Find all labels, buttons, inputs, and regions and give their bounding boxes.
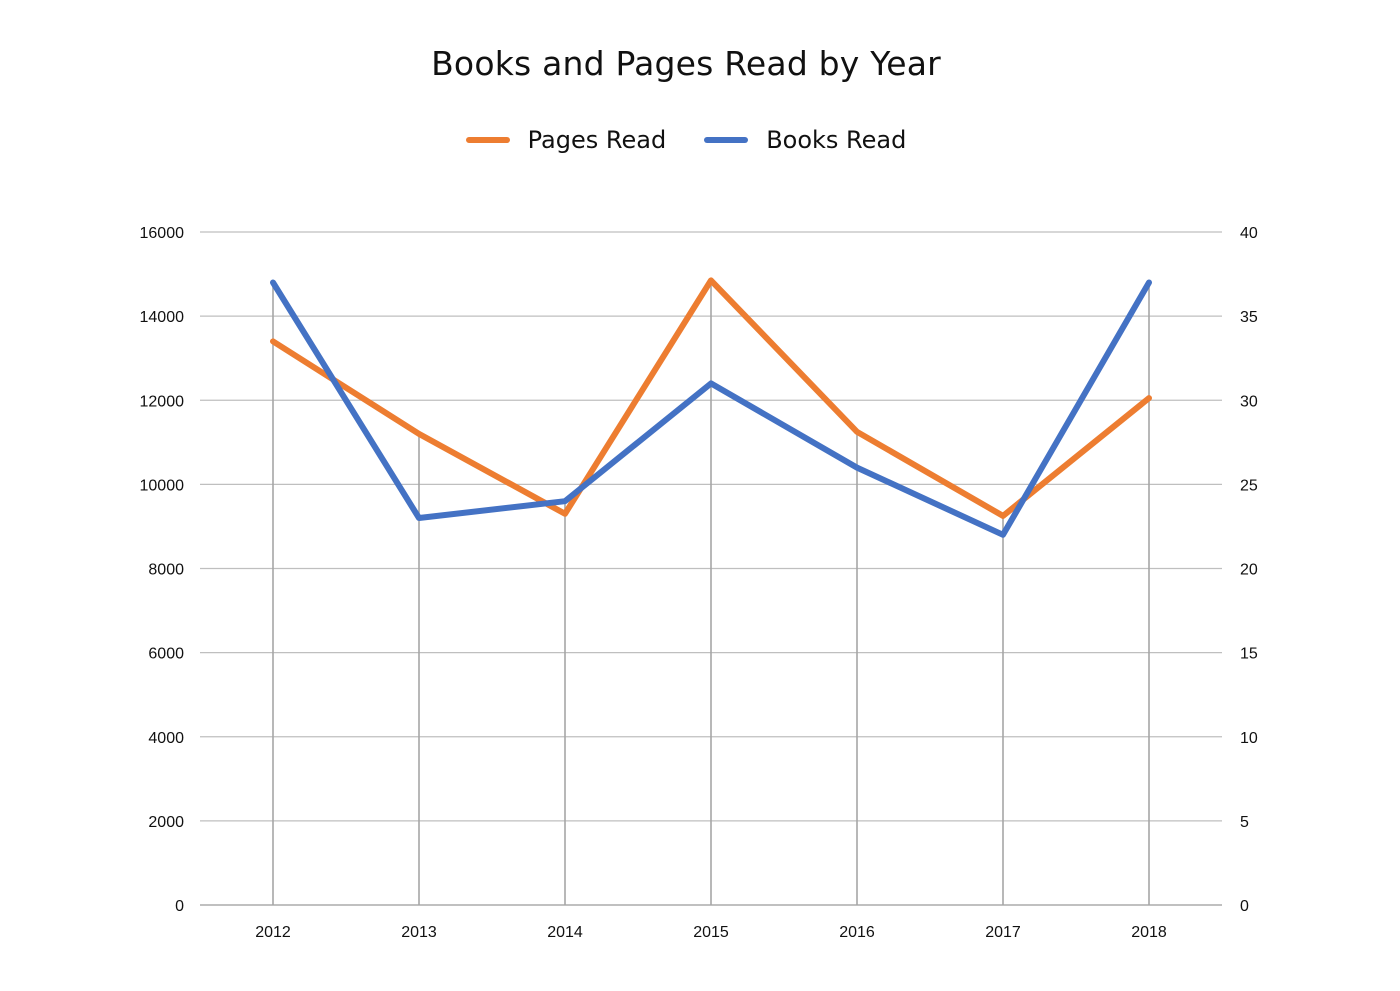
right-tick-label: 10 [1240,730,1258,747]
right-tick-label: 0 [1240,898,1249,915]
right-tick-label: 40 [1240,225,1258,242]
x-tick-label: 2016 [839,924,875,941]
left-tick-label: 12000 [140,393,185,410]
x-tick-label: 2014 [547,924,583,941]
legend-item-books-read: Books Read [704,126,906,154]
chart-title: Books and Pages Read by Year [431,44,941,83]
right-tick-label: 35 [1240,309,1258,326]
legend-item-pages-read: Pages Read [465,126,667,154]
left-tick-label: 2000 [148,814,184,831]
left-tick-label: 4000 [148,730,184,747]
left-tick-label: 0 [175,898,184,915]
left-tick-label: 8000 [148,562,184,579]
x-tick-label: 2013 [401,924,437,941]
x-tick-label: 2017 [985,924,1021,941]
x-axis: 2012 2013 2014 2015 2016 2017 2018 [255,924,1167,941]
right-tick-label: 5 [1240,814,1249,831]
right-tick-label: 25 [1240,477,1258,494]
x-tick-label: 2015 [693,924,729,941]
legend-label-books-read: Books Read [766,126,907,154]
right-tick-label: 15 [1240,646,1258,663]
left-tick-label: 16000 [140,225,185,242]
right-y-axis: 0 5 10 15 20 25 30 35 40 [1240,225,1258,915]
left-y-axis: 0 2000 4000 6000 8000 10000 12000 14000 16000 [140,225,185,915]
legend-swatch-books-read [704,137,749,143]
x-tick-label: 2012 [255,924,291,941]
right-tick-label: 20 [1240,562,1258,579]
left-tick-label: 14000 [140,309,185,326]
left-tick-label: 6000 [148,646,184,663]
series-lines [270,277,1152,538]
chart-legend: Pages Read Books Read [0,126,1372,154]
left-tick-label: 10000 [140,477,185,494]
drop-lines [272,280,1150,905]
legend-swatch-pages-read [465,137,510,143]
right-tick-label: 30 [1240,393,1258,410]
legend-label-pages-read: Pages Read [527,126,667,154]
x-tick-label: 2018 [1131,924,1167,941]
